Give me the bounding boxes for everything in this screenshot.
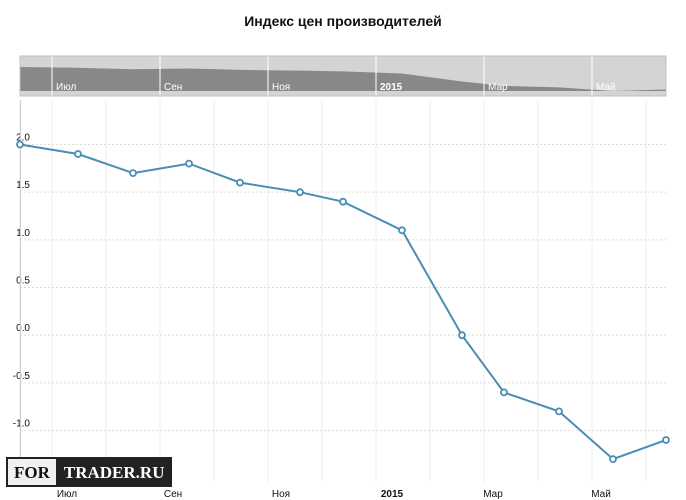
data-point[interactable] <box>339 197 347 206</box>
y-tick-label: 1.5 <box>16 180 30 191</box>
navigator-label: Июл <box>56 82 76 93</box>
y-tick-label: 2.0 <box>16 133 30 144</box>
y-tick-label: 0.5 <box>16 276 30 287</box>
data-point[interactable] <box>236 178 244 187</box>
x-tick-label: Ноя <box>272 489 290 500</box>
data-point[interactable] <box>458 331 466 340</box>
y-tick-label: -0.5 <box>13 371 31 382</box>
y-tick-label: 1.0 <box>16 228 30 239</box>
data-point[interactable] <box>609 455 617 464</box>
y-tick-label: 0.0 <box>16 323 30 334</box>
fortrader-logo: FOR TRADER.RU <box>6 457 173 487</box>
data-point[interactable] <box>500 388 508 397</box>
navigator-frame <box>19 55 667 97</box>
chart-title: Индекс цен производителей <box>244 13 442 29</box>
data-point[interactable] <box>185 159 193 168</box>
data-point[interactable] <box>129 169 137 178</box>
x-tick-label: Мар <box>483 489 503 500</box>
navigator-label: Ноя <box>272 82 290 93</box>
data-point[interactable] <box>662 436 670 444</box>
x-tick-label: 2015 <box>381 489 404 500</box>
navigator-label: 2015 <box>380 82 403 93</box>
x-tick-label: Сен <box>164 489 182 500</box>
data-point[interactable] <box>398 226 406 235</box>
data-point[interactable] <box>16 140 24 149</box>
x-tick-label: Май <box>591 489 611 500</box>
data-point[interactable] <box>74 150 82 158</box>
logo-part-for: FOR <box>6 457 56 487</box>
logo-part-trader: TRADER.RU <box>55 457 173 487</box>
navigator-label: Мар <box>488 82 508 93</box>
y-tick-label: -1.0 <box>13 419 31 430</box>
data-point[interactable] <box>555 407 563 416</box>
data-point[interactable] <box>296 188 304 197</box>
navigator-series-area <box>20 67 666 91</box>
x-tick-label: Июл <box>57 489 77 500</box>
navigator-label: Май <box>596 82 616 93</box>
navigator-label: Сен <box>164 82 182 93</box>
